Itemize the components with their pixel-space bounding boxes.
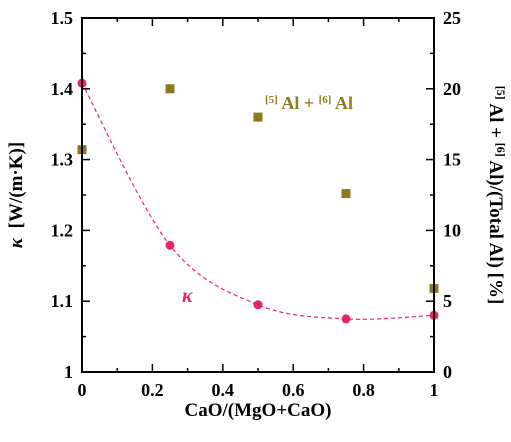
al-label-b: Al bbox=[335, 93, 353, 113]
y-right-title-b: Al)/(Total Al) [%] bbox=[485, 160, 506, 304]
y-right-tick-label: 20 bbox=[443, 79, 461, 99]
x-tick-label: 1 bbox=[430, 380, 439, 400]
kappa-point bbox=[253, 300, 263, 310]
x-tick-label: 0.4 bbox=[212, 380, 235, 400]
kappa-point bbox=[341, 314, 351, 324]
y-left-title-prefix: κ bbox=[6, 237, 27, 248]
y-right-tick-label: 5 bbox=[443, 291, 452, 311]
y-left-tick-label: 1.3 bbox=[51, 150, 74, 170]
x-tick-label: 0.8 bbox=[352, 380, 375, 400]
y-left-title-rest: [W/(m·K)] bbox=[6, 142, 27, 229]
al-fraction-point bbox=[253, 112, 263, 122]
y-right-title-a: Al + bbox=[485, 103, 506, 142]
y-right-tick-label: 10 bbox=[443, 220, 461, 240]
kappa-series-label: κ bbox=[182, 285, 193, 307]
y-right-tick-label: 15 bbox=[443, 150, 461, 170]
y-left-tick-label: 1.5 bbox=[51, 8, 74, 28]
y-right-title-sup1: [5] bbox=[494, 86, 508, 100]
y-right-tick-label: 25 bbox=[443, 8, 461, 28]
y-right-tick-label: 0 bbox=[443, 362, 452, 382]
x-tick-label: 0.6 bbox=[282, 380, 305, 400]
kappa-point bbox=[165, 240, 175, 250]
labels-layer: 0 0.2 0.4 0.6 0.8 1 1 1.1 1.2 1.3 1.4 1.5 0 5 10 15 20 25 bbox=[51, 8, 462, 400]
al-fraction-point bbox=[165, 84, 175, 94]
plot-frame bbox=[81, 17, 435, 373]
al-label-sup2: [6] bbox=[319, 94, 332, 106]
y-right-axis-title: [5] Al + [6] Al)/(Total Al) [%] bbox=[485, 86, 508, 305]
al-label-sup1: [5] bbox=[265, 94, 278, 106]
x-tick-label: 0.2 bbox=[141, 380, 164, 400]
y-right-title-sup2: [6] bbox=[494, 143, 508, 157]
y-left-tick-label: 1 bbox=[64, 362, 73, 382]
x-axis-title: CaO/(MgO+CaO) bbox=[185, 400, 332, 421]
y-left-tick-label: 1.2 bbox=[51, 220, 74, 240]
marks-layer bbox=[77, 78, 439, 324]
al-label-a: Al + bbox=[281, 93, 318, 113]
y-left-tick-label: 1.4 bbox=[51, 79, 74, 99]
al-fraction-point bbox=[341, 189, 351, 199]
kappa-trend-line bbox=[81, 82, 435, 320]
y-left-tick-label: 1.1 bbox=[51, 291, 74, 311]
x-tick-label: 0 bbox=[78, 380, 87, 400]
y-left-axis-title: κ [W/(m·K)] bbox=[6, 142, 27, 248]
al-series-label: [5] Al + [6] Al bbox=[265, 93, 353, 113]
ticks-layer bbox=[81, 17, 435, 373]
